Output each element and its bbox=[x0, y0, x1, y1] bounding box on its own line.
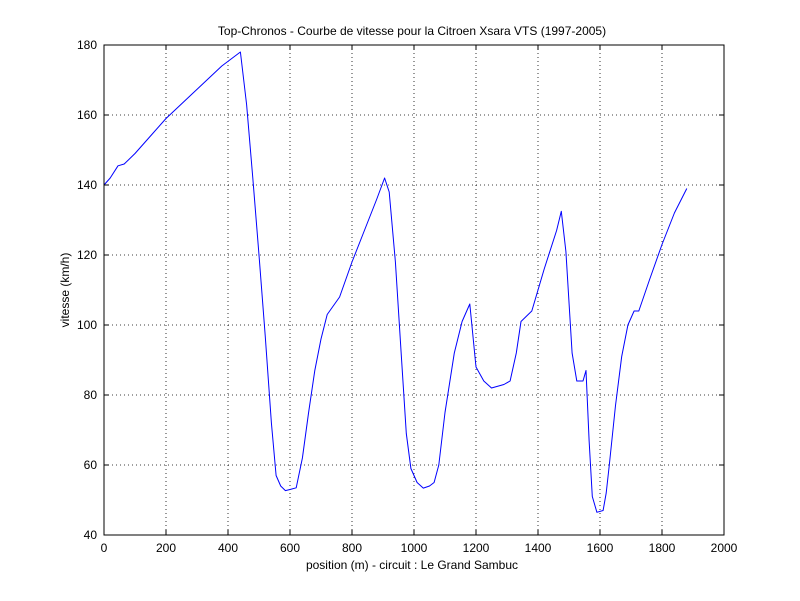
x-tick-label: 600 bbox=[280, 541, 300, 555]
y-tick-label: 80 bbox=[84, 388, 98, 402]
y-tick-label: 120 bbox=[77, 248, 97, 262]
y-tick-label: 100 bbox=[77, 318, 97, 332]
x-tick-label: 1800 bbox=[649, 541, 676, 555]
x-tick-label: 1400 bbox=[525, 541, 552, 555]
x-tick-label: 1200 bbox=[463, 541, 490, 555]
x-axis-title: position (m) - circuit : Le Grand Sambuc bbox=[306, 558, 518, 572]
x-tick-label: 400 bbox=[218, 541, 238, 555]
y-tick-label: 160 bbox=[77, 108, 97, 122]
y-tick-label: 180 bbox=[77, 38, 97, 52]
x-tick-label: 1600 bbox=[587, 541, 614, 555]
y-tick-label: 140 bbox=[77, 178, 97, 192]
y-tick-label: 60 bbox=[84, 458, 98, 472]
x-tick-label: 0 bbox=[101, 541, 108, 555]
x-tick-label: 2000 bbox=[711, 541, 738, 555]
chart-title: Top-Chronos - Courbe de vitesse pour la … bbox=[218, 24, 606, 38]
x-tick-label: 200 bbox=[156, 541, 176, 555]
x-tick-label: 1000 bbox=[401, 541, 428, 555]
x-tick-label: 800 bbox=[342, 541, 362, 555]
y-axis-title: vitesse (km/h) bbox=[58, 253, 72, 328]
y-tick-label: 40 bbox=[84, 528, 98, 542]
